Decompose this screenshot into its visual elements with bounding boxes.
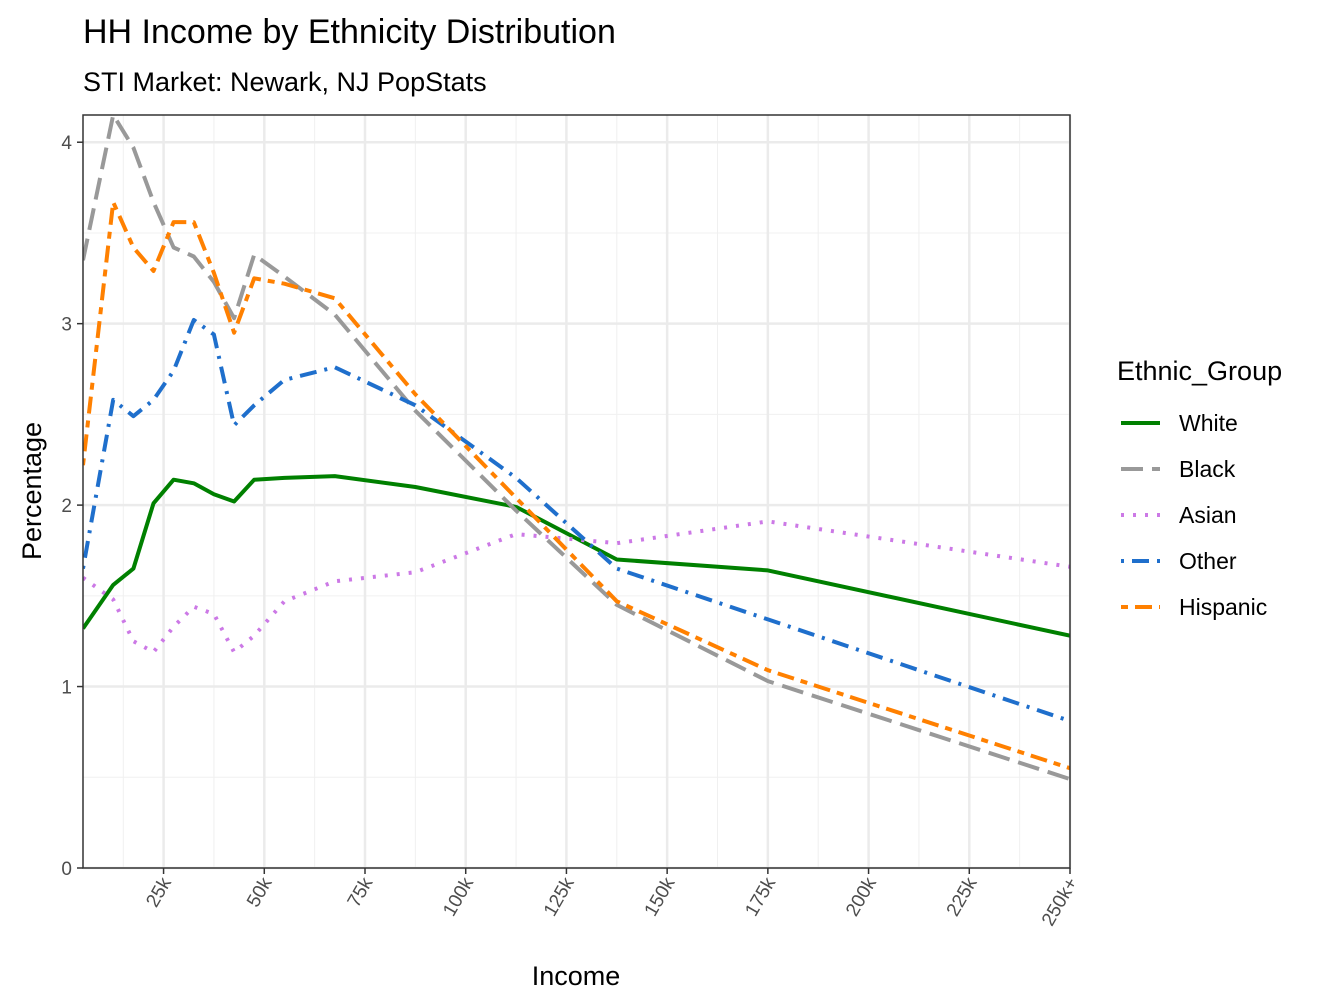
y-axis: 0 1 2 3 4 [61, 133, 83, 880]
x-tick-label: 250k+ [1038, 874, 1082, 930]
x-tick-label: 225k [943, 874, 982, 921]
legend-label-other: Other [1179, 548, 1237, 574]
y-tick-label: 1 [61, 678, 72, 699]
x-tick-label: 175k [741, 874, 780, 921]
legend-label-black: Black [1179, 456, 1236, 482]
legend-label-white: White [1179, 410, 1238, 436]
series-line-white [83, 474, 1070, 638]
chart-subtitle: STI Market: Newark, NJ PopStats [83, 67, 487, 97]
x-tick-label: 75k [344, 874, 378, 911]
y-tick-label: 4 [61, 133, 72, 154]
series-line-black [83, 115, 1070, 782]
legend-items: White Black Asian Other Hispanic [1121, 410, 1267, 620]
legend-label-hispanic: Hispanic [1179, 594, 1267, 620]
x-tick-label: 125k [540, 874, 579, 921]
grid-minor [83, 115, 1070, 868]
legend-label-asian: Asian [1179, 502, 1237, 528]
x-tick-label: 150k [641, 874, 680, 921]
plot-area [82, 114, 1072, 870]
x-axis-title: Income [532, 961, 621, 991]
series-layer [83, 115, 1070, 782]
series-line-other [83, 318, 1070, 723]
legend: Ethnic_Group White Black Asian Other Hispani… [1117, 356, 1282, 620]
x-tick-label: 200k [842, 874, 881, 921]
x-axis: 25k 50k 75k 100k 125k 150k 175k 200k 225k 250k+ [142, 868, 1082, 930]
series-line-hispanic [83, 200, 1070, 771]
y-tick-label: 2 [61, 496, 72, 517]
plot-background [83, 115, 1070, 868]
chart-title: HH Income by Ethnicity Distribution [83, 13, 616, 51]
x-tick-label: 100k [439, 874, 478, 921]
y-axis-title: Percentage [17, 422, 47, 560]
plot-border [82, 114, 1071, 869]
legend-title: Ethnic_Group [1117, 356, 1282, 386]
y-tick-label: 0 [61, 859, 72, 880]
x-tick-label: 25k [142, 874, 176, 911]
y-tick-label: 3 [61, 315, 72, 336]
x-tick-label: 50k [243, 874, 277, 911]
